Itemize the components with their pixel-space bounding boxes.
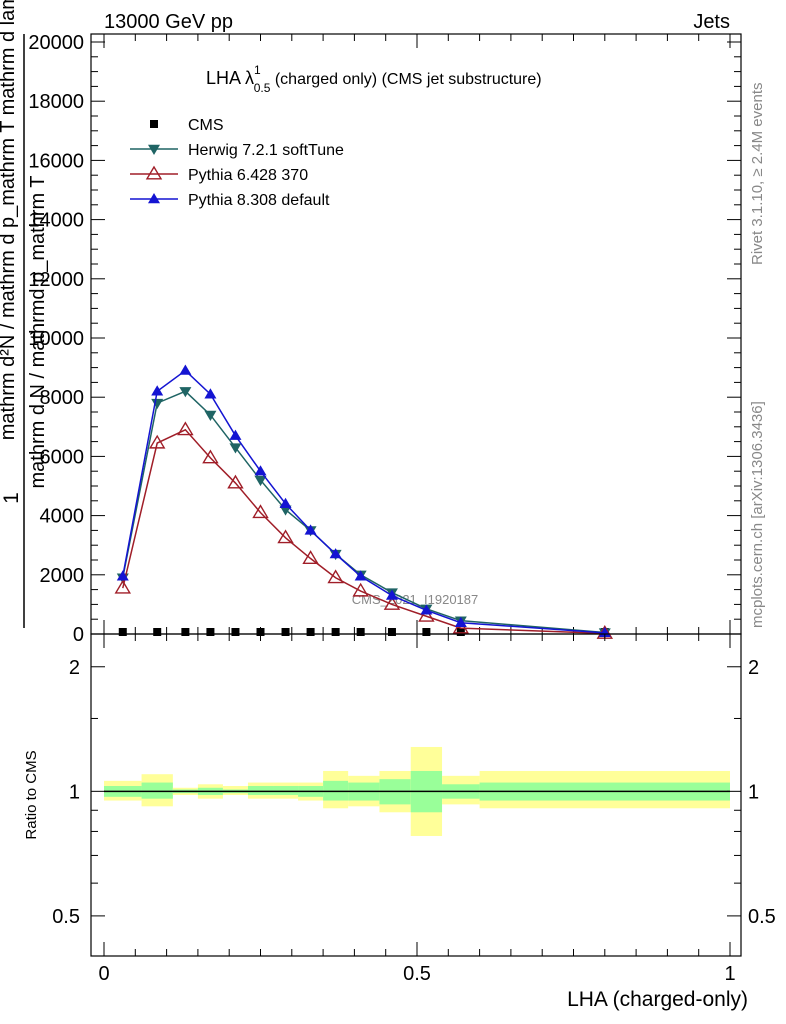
point-cms [153, 628, 162, 636]
title-sup: 1 [254, 63, 261, 77]
ylabel-denominator: mathrm d N / mathrmd p_mathrm T [27, 175, 49, 488]
point-pythia-6-428-370 [114, 579, 132, 594]
ratio-band-inner [273, 786, 299, 795]
ytick-label: 12000 [28, 269, 84, 291]
point-cms [306, 628, 315, 636]
point-cms [231, 628, 240, 636]
ratio-ytick-label: 1 [69, 781, 80, 803]
point-pythia-6-428-370 [252, 504, 269, 519]
title-rest: (charged only) (CMS jet substructure) [270, 71, 541, 88]
point-pythia-6-428-370 [302, 550, 319, 565]
xlabel: LHA (charged-only) [567, 988, 748, 1011]
xtick-label: 0.5 [403, 963, 431, 985]
point-cms [356, 628, 365, 636]
header-jets: Jets [693, 11, 730, 33]
series-line-herwig-7-2-1-softtune [122, 390, 605, 634]
ytick-label: 18000 [28, 91, 84, 113]
plot-title: LHA λ1 0.5 (charged only) (CMS jet substr… [206, 63, 542, 95]
ratio-plot-frame [90, 633, 742, 957]
ratio-ytick-label-right: 2 [748, 657, 759, 679]
point-pythia-6-428-370 [352, 582, 369, 597]
ytick-label: 14000 [28, 210, 84, 232]
legend-marker [145, 165, 163, 180]
point-cms [456, 628, 465, 636]
point-pythia-6-428-370 [148, 434, 166, 449]
point-pythia-6-428-370 [327, 569, 344, 584]
point-cms [387, 628, 396, 636]
legend-marker [150, 120, 158, 128]
ratio-ytick-label-right: 1 [748, 781, 759, 803]
point-pythia-8-308-default [329, 548, 342, 559]
ytick-label: 10000 [28, 328, 84, 350]
ratio-ylabel: Ratio to CMS [23, 750, 40, 839]
point-pythia-6-428-370 [418, 607, 435, 622]
point-pythia-6-428-370 [227, 474, 244, 489]
point-pythia-6-428-370 [177, 421, 194, 436]
header-energy: 13000 GeV pp [104, 11, 233, 33]
main-axis-ticks: 0 2000 4000 6000 8000 10000 12000 14000 16000 180… [28, 32, 741, 646]
point-cms [256, 628, 265, 636]
ytick-label: 2000 [40, 565, 85, 587]
ratio-ytick-label-right: 0.5 [748, 906, 776, 928]
point-cms [206, 628, 215, 636]
point-cms [422, 628, 431, 636]
point-pythia-8-308-default [385, 589, 398, 600]
ytick-label: 20000 [28, 32, 84, 54]
point-pythia-8-308-default [229, 429, 242, 440]
point-pythia-8-308-default [304, 524, 317, 535]
ylabel-numerator: 1 [0, 492, 23, 504]
legend-label: Pythia 8.308 default [188, 192, 330, 209]
point-pythia-6-428-370 [277, 529, 294, 544]
point-pythia-8-308-default [420, 604, 433, 615]
xtick-label: 0 [98, 963, 109, 985]
legend-marker [148, 193, 160, 204]
point-herwig-7-2-1-softtune [254, 475, 267, 487]
point-herwig-7-2-1-softtune [151, 398, 164, 410]
ytick-label: 4000 [40, 506, 85, 528]
point-pythia-8-308-default [116, 570, 129, 581]
rivet-label: Rivet 3.1.10, ≥ 2.4M events [749, 83, 766, 266]
point-herwig-7-2-1-softtune [179, 387, 192, 398]
point-cms [281, 628, 290, 636]
legend-marker [148, 144, 160, 155]
point-pythia-6-428-370 [383, 596, 401, 610]
xtick-label: 1 [724, 963, 735, 985]
point-herwig-7-2-1-softtune [229, 443, 242, 454]
mcplots-label: mcplots.cern.ch [arXiv:1306.3436] [749, 401, 766, 628]
title-sub: 0.5 [254, 81, 271, 95]
point-cms [181, 628, 190, 636]
legend-label: Herwig 7.2.1 softTune [188, 142, 344, 159]
legend: CMS Herwig 7.2.1 softTune Pythia 6.428 370… [130, 117, 344, 209]
ratio-ytick-label: 0.5 [52, 906, 80, 928]
point-pythia-6-428-370 [452, 619, 470, 634]
title-main: LHA λ [206, 68, 254, 88]
point-pythia-8-308-default [204, 388, 217, 399]
legend-label: CMS [188, 117, 224, 134]
point-pythia-6-428-370 [202, 449, 219, 464]
point-herwig-7-2-1-softtune [204, 410, 217, 421]
ytick-label: 6000 [40, 446, 85, 468]
ytick-label: 16000 [28, 150, 84, 172]
ytick-label: 0 [73, 624, 84, 646]
point-cms [331, 628, 340, 636]
ylabel-derivative: mathrm d²N / mathrm d p_mathrm T mathrm … [0, 0, 19, 440]
point-pythia-8-308-default [354, 570, 367, 581]
point-pythia-8-308-default [179, 364, 192, 375]
ratio-band-inner [247, 786, 274, 795]
point-pythia-8-308-default [454, 616, 467, 627]
point-pythia-8-308-default [151, 385, 164, 396]
point-pythia-8-308-default [279, 497, 292, 508]
watermark: CMS_2021_I1920187 [352, 592, 479, 607]
legend-label: Pythia 6.428 370 [188, 167, 308, 184]
ratio-axis-ticks: 0.5 0.5 1 1 2 2 0 0.5 1 [52, 634, 776, 985]
ratio-ytick-label: 2 [69, 657, 80, 679]
point-pythia-8-308-default [254, 465, 267, 476]
ytick-label: 8000 [40, 387, 85, 409]
point-cms [118, 628, 127, 636]
